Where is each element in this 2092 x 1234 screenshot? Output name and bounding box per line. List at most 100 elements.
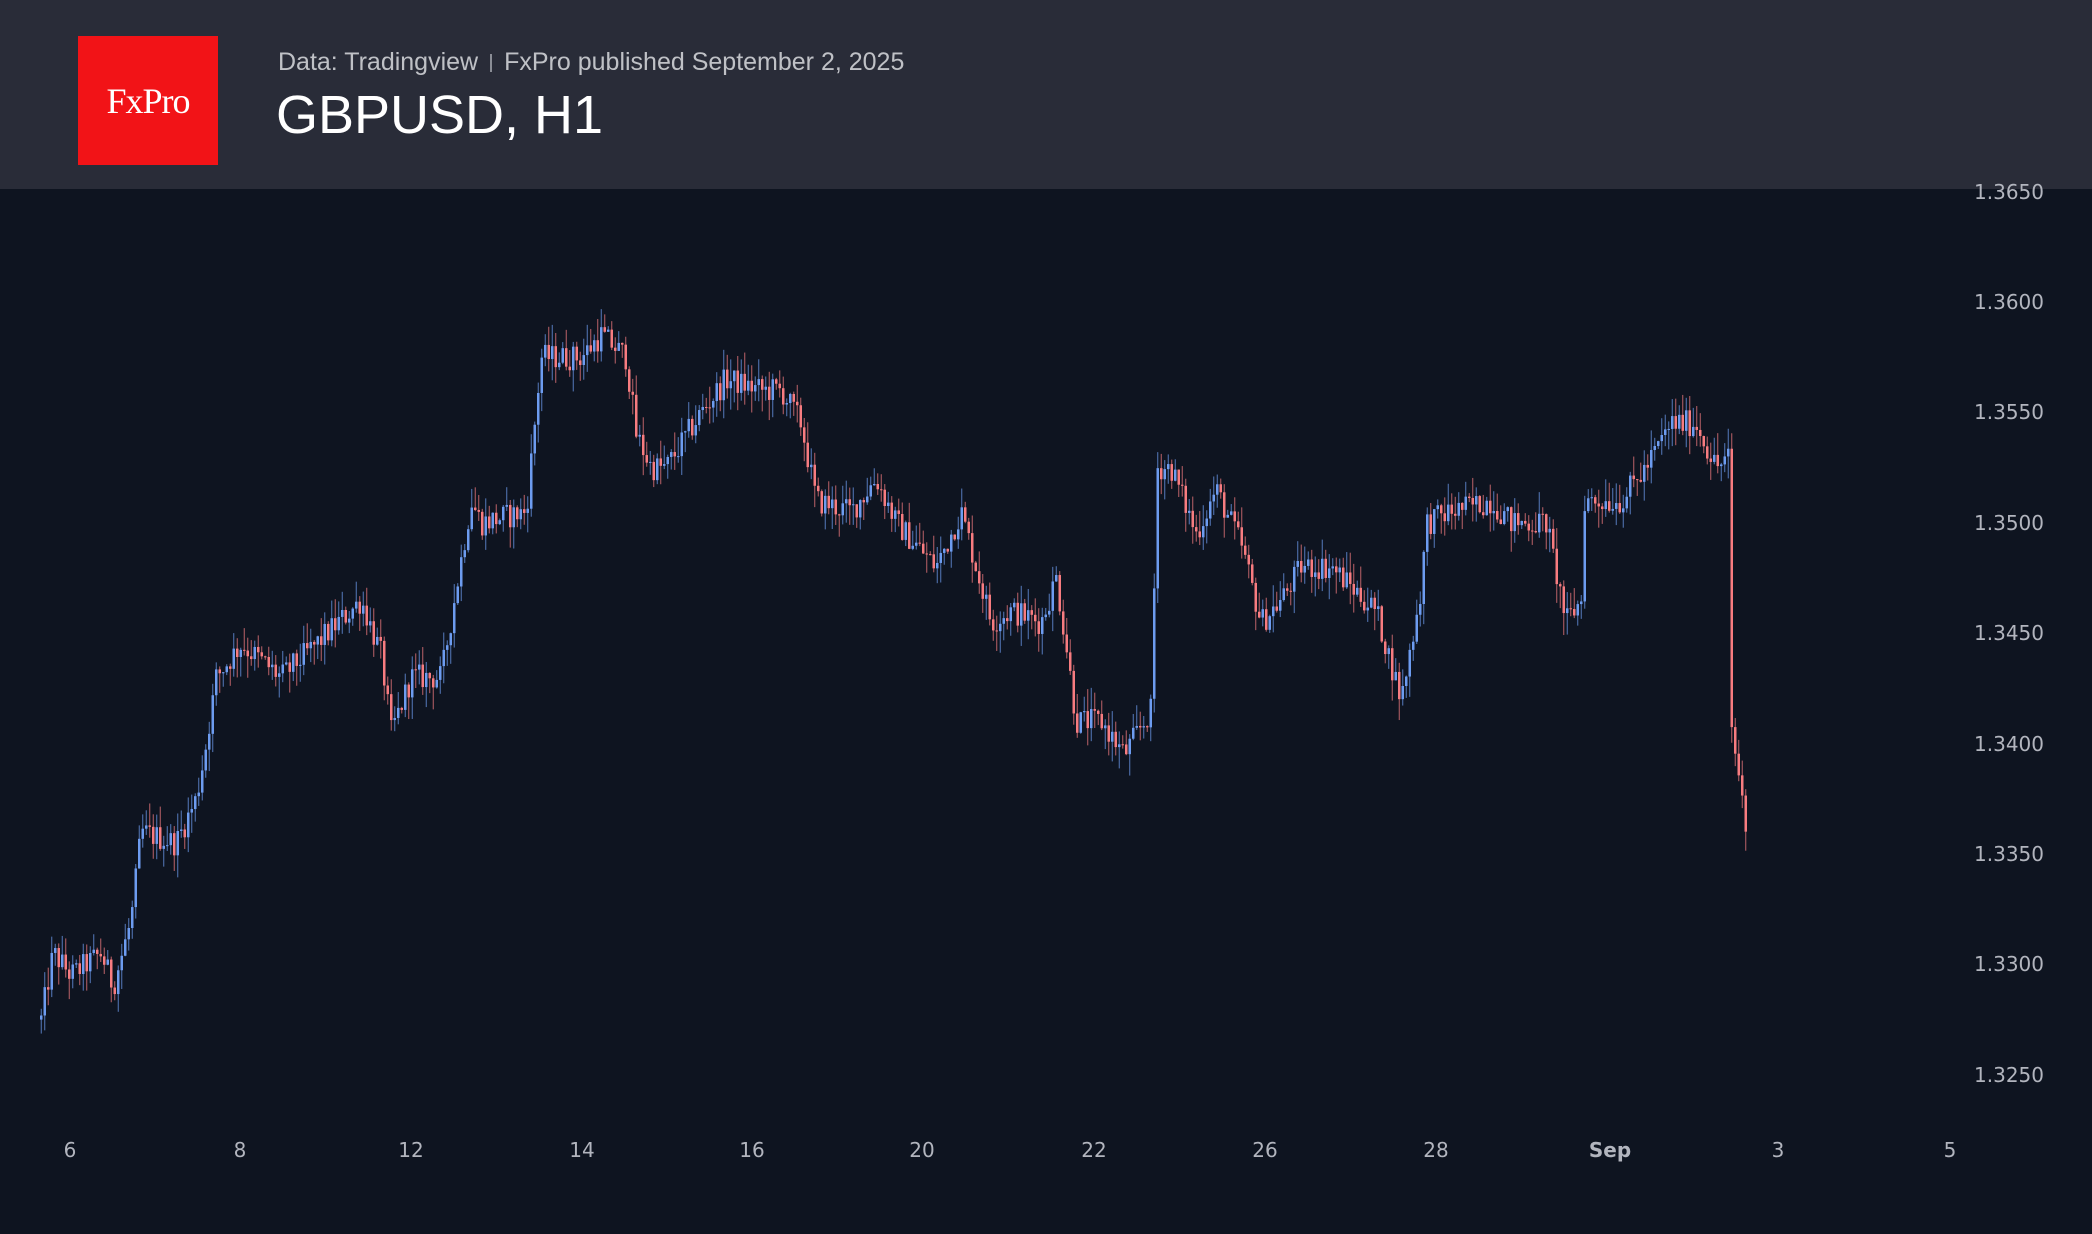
bear-candle — [47, 967, 50, 1006]
bear-candle — [1737, 739, 1740, 782]
bull-candle — [960, 488, 963, 541]
time-tick-label: 14 — [569, 1138, 595, 1162]
bear-candle — [1639, 462, 1642, 483]
bear-candle — [414, 653, 417, 688]
bull-candle — [733, 370, 736, 403]
bull-candle — [1422, 550, 1425, 625]
bull-candle — [1667, 421, 1670, 450]
bear-candle — [918, 522, 921, 547]
bear-candle — [1121, 735, 1124, 749]
bull-candle — [211, 683, 214, 753]
bull-candle — [1604, 479, 1607, 517]
bull-candle — [1118, 731, 1121, 769]
bull-candle — [649, 451, 652, 475]
bull-candle — [208, 721, 211, 772]
bear-candle — [1065, 617, 1068, 659]
price-tick-label: 1.3500 — [1974, 510, 2044, 535]
bull-candle — [1279, 581, 1282, 618]
bear-candle — [1482, 494, 1485, 519]
bull-candle — [540, 348, 543, 412]
bull-candle — [1041, 607, 1044, 655]
chart-header: FxPro Data: Tradingview FxPro published … — [0, 0, 2092, 189]
bull-candle — [292, 652, 295, 682]
bull-candle — [215, 662, 218, 706]
bear-candle — [1391, 634, 1394, 701]
bull-candle — [1587, 489, 1590, 514]
bear-candle — [974, 560, 977, 572]
bear-candle — [1496, 493, 1499, 523]
bear-candle — [246, 637, 249, 678]
bull-candle — [348, 611, 351, 634]
bear-candle — [1618, 484, 1621, 514]
bull-candle — [117, 965, 120, 1012]
bear-candle — [1468, 493, 1471, 503]
bear-candle — [173, 826, 176, 871]
bull-candle — [278, 666, 281, 698]
bull-candle — [1492, 491, 1495, 531]
bull-candle — [638, 424, 641, 447]
bull-candle — [1692, 407, 1695, 438]
bull-candle — [1268, 614, 1271, 633]
bull-candle — [1664, 414, 1667, 447]
bull-candle — [106, 950, 109, 966]
bull-candle — [1513, 498, 1516, 543]
bull-candle — [1156, 452, 1159, 603]
bear-candle — [103, 947, 106, 974]
bull-candle — [1009, 603, 1012, 636]
bull-candle — [684, 430, 687, 453]
bear-candle — [775, 377, 778, 390]
bull-candle — [607, 326, 610, 332]
bull-candle — [470, 488, 473, 532]
bull-candle — [894, 506, 897, 533]
bull-candle — [505, 487, 508, 511]
bear-candle — [57, 943, 60, 985]
bear-candle — [820, 489, 823, 517]
bear-candle — [474, 487, 477, 512]
bull-candle — [1657, 440, 1660, 449]
bull-candle — [162, 835, 165, 867]
bear-candle — [1247, 544, 1250, 579]
bear-candle — [1086, 689, 1089, 746]
bull-candle — [943, 548, 946, 565]
bear-candle — [1573, 588, 1576, 619]
bull-candle — [1002, 611, 1005, 641]
bear-candle — [1125, 730, 1128, 756]
bear-candle — [848, 487, 851, 525]
bull-candle — [519, 498, 522, 530]
bull-candle — [71, 955, 74, 989]
bear-candle — [1510, 506, 1513, 552]
bull-candle — [1720, 462, 1723, 482]
bear-candle — [1223, 484, 1226, 538]
bull-candle — [1212, 476, 1215, 516]
fxpro-logo: FxPro — [78, 36, 218, 165]
bear-candle — [673, 432, 676, 470]
bear-candle — [726, 354, 729, 399]
bear-candle — [768, 371, 771, 421]
time-tick-label: 16 — [739, 1138, 765, 1162]
bear-candle — [295, 649, 298, 686]
bull-candle — [873, 468, 876, 486]
bull-candle — [302, 625, 305, 676]
bull-candle — [1412, 635, 1415, 661]
bear-candle — [1244, 536, 1247, 559]
bear-candle — [579, 351, 582, 381]
bull-candle — [1044, 607, 1047, 621]
bear-candle — [523, 494, 526, 525]
bear-candle — [1744, 789, 1747, 851]
bear-candle — [1097, 709, 1100, 726]
bull-candle — [764, 376, 767, 401]
bear-candle — [1146, 725, 1149, 732]
bear-candle — [1240, 507, 1243, 559]
bull-candle — [1685, 397, 1688, 448]
bull-candle — [1576, 600, 1579, 626]
bear-candle — [1258, 592, 1261, 619]
bull-candle — [1485, 496, 1488, 516]
chart-meta: Data: Tradingview FxPro published Septem… — [278, 48, 904, 77]
logo-text: FxPro — [106, 80, 190, 121]
bear-candle — [99, 938, 102, 962]
bear-candle — [659, 440, 662, 485]
bull-candle — [1321, 539, 1324, 592]
bear-candle — [1286, 583, 1289, 596]
bull-candle — [124, 923, 127, 957]
bull-candle — [337, 601, 340, 635]
